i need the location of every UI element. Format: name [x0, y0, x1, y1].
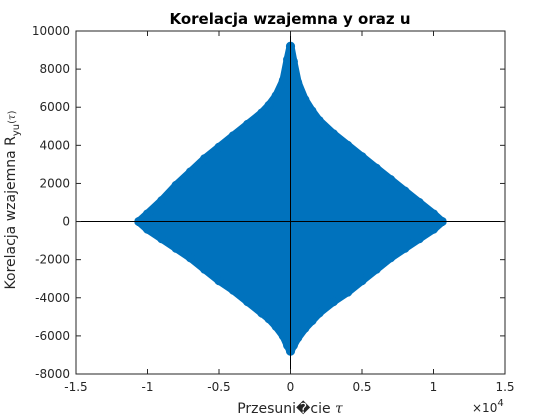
series-0-lower-point: [243, 296, 253, 307]
series-0-lower-point: [171, 243, 181, 253]
x-axis-label: Przesuni�cie τ: [237, 400, 343, 417]
series-0-upper-point: [343, 140, 353, 150]
x-axis-exponent: ×104: [472, 398, 504, 415]
x-axis-exponent-base: ×10: [472, 401, 497, 415]
y-tick-label: -8000: [35, 367, 70, 381]
series-0-upper-point: [357, 152, 367, 162]
series-0-lower-point: [293, 333, 303, 343]
series-0-lower-point: [283, 340, 293, 351]
series-0-lower-point: [271, 321, 281, 331]
series-0-lower-point: [314, 308, 324, 318]
y-axis-label: Korelacja wzajemna Ryu(τ): [3, 110, 22, 289]
series-0-lower-point: [400, 243, 410, 253]
plot-area: [75, 30, 506, 375]
series-0-upper-point: [228, 131, 238, 141]
series-0-upper-point: [414, 197, 424, 208]
series-0-lower-point: [343, 287, 353, 297]
x-axis-exponent-power: 4: [497, 398, 503, 409]
chart-title: Korelacja wzajemna y oraz u: [169, 10, 410, 28]
y-axis-label-paren-open: (: [7, 120, 18, 124]
y-tick-label: -6000: [35, 329, 70, 343]
y-tick-label: 0: [62, 215, 70, 229]
series-0-upper-point: [200, 154, 210, 164]
x-tick-label: -1: [142, 380, 154, 394]
x-tick-label: 0.5: [352, 380, 371, 394]
series-0-lower-point: [142, 224, 153, 234]
y-tick-label: 2000: [39, 176, 70, 190]
x-tick-label: -1.5: [64, 380, 87, 394]
series-0-lower-point: [264, 314, 274, 324]
series-0-upper-point: [142, 209, 153, 219]
series-0-upper-point: [300, 94, 310, 105]
y-axis-label-subscript: yu: [11, 124, 22, 136]
series-0-upper-point: [264, 100, 274, 110]
series-0-upper-point: [371, 163, 381, 173]
y-tick-label: 6000: [39, 100, 70, 114]
x-axis-label-tau: τ: [335, 401, 343, 417]
x-tick-label: 1: [430, 380, 438, 394]
y-axis-label-tau: τ: [7, 114, 18, 120]
series-0-upper-point: [328, 129, 338, 139]
series-0-lower-point: [357, 276, 367, 286]
y-axis-ticks: -8000 -6000 -4000 -2000 0 2000 4000 6000 8000 100…: [32, 24, 505, 381]
y-tick-label: -4000: [35, 291, 70, 305]
series-0-upper-point: [271, 91, 281, 101]
y-axis-label-paren-close: ): [7, 110, 18, 114]
series-0-upper-point: [214, 142, 224, 152]
series-0-upper-point: [386, 175, 396, 185]
series-0-upper-point: [307, 106, 317, 116]
y-tick-label: 4000: [39, 138, 70, 152]
series-0-upper-point: [428, 209, 439, 219]
series-0-upper-point: [171, 180, 181, 190]
series-0-lower-point: [185, 253, 195, 263]
series-0-lower-point: [288, 340, 298, 351]
series-0-lower-point: [214, 276, 224, 286]
x-tick-label: -0.5: [207, 380, 230, 394]
series-0-lower-point: [200, 264, 210, 274]
series-0-lower-point: [307, 316, 317, 326]
series-0-lower-point: [428, 224, 439, 234]
x-axis-ticks: -1.5 -1 -0.5 0 0.5 1 1.5: [64, 31, 515, 394]
series-0-upper-point: [243, 119, 253, 129]
series-0-upper-point: [278, 75, 288, 86]
series-0-lower-point: [328, 296, 338, 307]
series-0-lower-point: [371, 264, 381, 274]
series-0-lower-point: [414, 234, 424, 244]
series-0-lower-point: [386, 253, 396, 263]
series-0-upper-point: [157, 195, 167, 206]
y-tick-label: 8000: [39, 62, 70, 76]
x-tick-label: 0: [287, 380, 295, 394]
series-0-lower-point: [157, 234, 167, 244]
y-axis-label-text: Korelacja wzajemna R: [3, 136, 19, 290]
x-tick-label: 1.5: [495, 380, 514, 394]
series-0-upper-point: [257, 108, 267, 118]
y-tick-label: -2000: [35, 253, 70, 267]
series-0-upper-point: [283, 54, 293, 65]
series-0-lower-point: [257, 308, 267, 318]
series-0-lower-point: [300, 323, 310, 333]
series-0-lower-point: [228, 285, 238, 295]
series-0-lower-point: [278, 331, 288, 341]
series-0-upper-point: [185, 167, 195, 177]
series-0-upper-point: [288, 56, 298, 67]
series-0-upper-point: [400, 186, 410, 196]
series-0-upper-point: [293, 77, 303, 88]
y-tick-label: 10000: [32, 24, 70, 38]
series-0-upper-point: [314, 115, 324, 126]
x-axis-label-text: Przesuni�cie: [237, 400, 335, 417]
